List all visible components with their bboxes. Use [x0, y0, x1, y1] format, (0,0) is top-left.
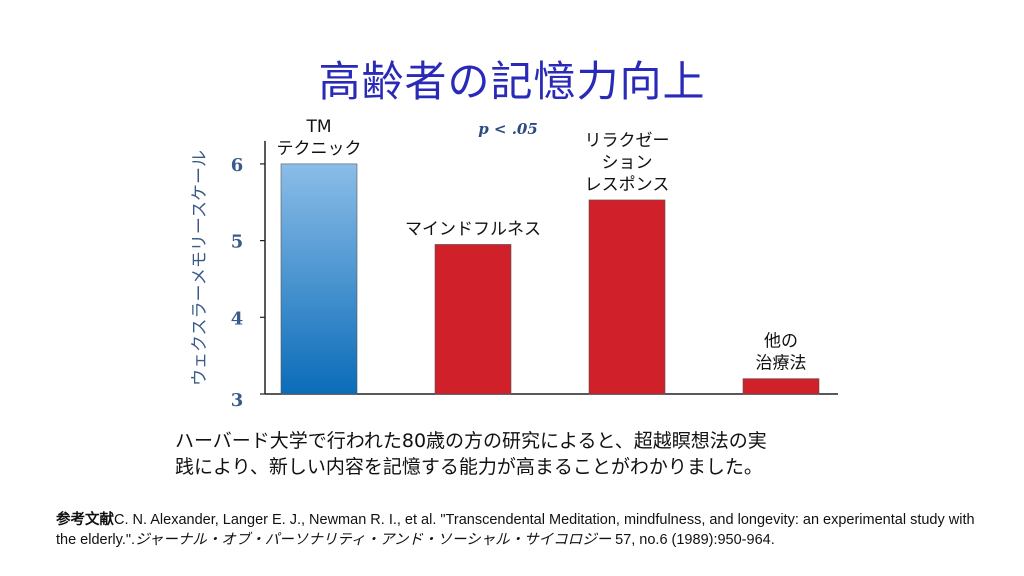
reference: 参考文献C. N. Alexander, Langer E. J., Newma… [56, 510, 976, 550]
reference-tail: 57, no.6 (1989):950-964. [611, 532, 775, 548]
y-tick-label: 6 [231, 155, 244, 176]
bar [588, 199, 666, 395]
bar [434, 244, 512, 395]
summary-line: 践により、新しい内容を記憶する能力が高まることがわかりました。 [175, 456, 763, 478]
y-tick-label: 4 [231, 308, 244, 329]
bar [742, 378, 820, 395]
bar-label: TM [305, 117, 331, 137]
summary-text: ハーバード大学で行われた80歳の方の研究によると、超越瞑想法の実 践により、新し… [175, 428, 767, 480]
y-axis-label: ウェクスラーメモリースケール [190, 150, 210, 386]
bar-label: テクニック [277, 139, 362, 159]
reference-text: C. N. Alexander, Langer E. J., Newman R.… [56, 512, 975, 548]
bar-label: 治療法 [756, 354, 807, 374]
bar-label: ション [602, 153, 653, 173]
slide-title: 高齢者の記憶力向上 [318, 57, 706, 106]
significance-annotation: p < .05 [478, 120, 538, 138]
bar-label: マインドフルネス [405, 219, 541, 239]
bar [280, 163, 358, 395]
reference-label: 参考文献 [56, 512, 114, 528]
y-tick-label: 5 [231, 232, 244, 253]
bar-label: 他の [764, 332, 798, 352]
y-tick-label: 3 [231, 390, 244, 411]
bar-label: レスポンス [585, 175, 670, 195]
summary-line: ハーバード大学で行われた80歳の方の研究によると、超越瞑想法の実 [175, 430, 767, 452]
bar-label: リラクゼー [585, 131, 670, 151]
reference-journal: ジャーナル・オブ・パーソナリティ・アンド・ソーシャル・サイコロジー [135, 532, 612, 548]
